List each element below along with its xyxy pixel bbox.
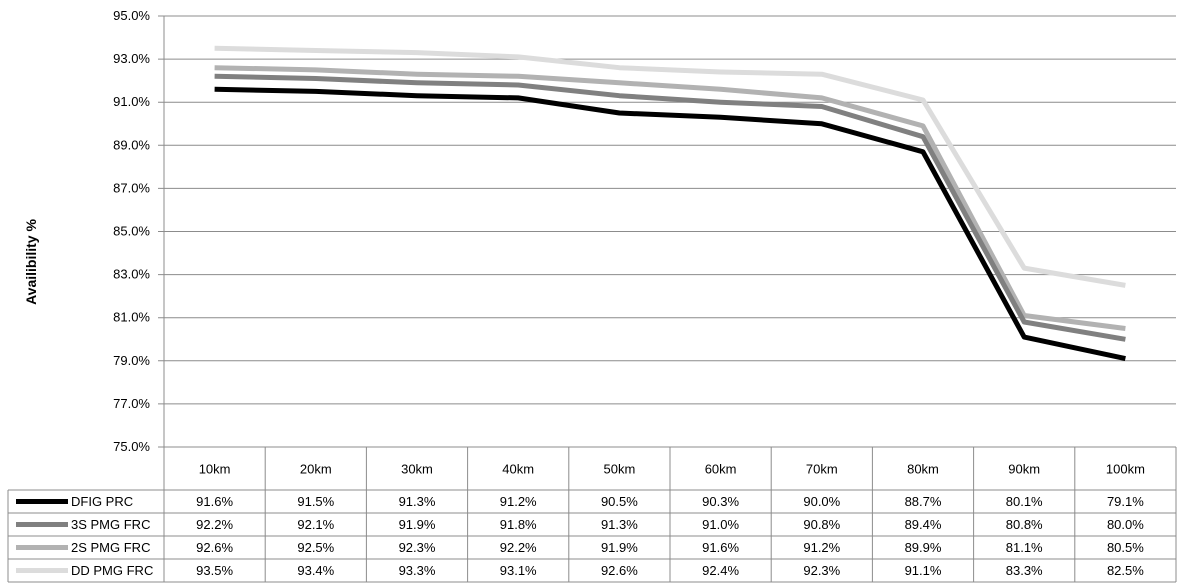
table-cell-value: 80.8% xyxy=(1006,517,1043,532)
x-category-label: 80km xyxy=(907,462,939,477)
y-axis-label: Availibility % xyxy=(23,219,39,305)
table-cell-value: 91.9% xyxy=(601,540,638,555)
table-cell-value: 83.3% xyxy=(1006,563,1043,578)
gridlines xyxy=(158,15,1176,448)
y-tick-label: 77.0% xyxy=(113,396,150,411)
table-cell-value: 88.7% xyxy=(905,494,942,509)
series-lines xyxy=(214,45,1126,362)
y-tick-label: 81.0% xyxy=(113,310,150,325)
table-cell-value: 91.2% xyxy=(803,540,840,555)
table-cell-value: 92.6% xyxy=(601,563,638,578)
table-cell-value: 91.1% xyxy=(905,563,942,578)
table-cell-value: 91.2% xyxy=(500,494,537,509)
table-cell-value: 90.5% xyxy=(601,494,638,509)
table-cell-value: 93.4% xyxy=(297,563,334,578)
table-cell-value: 91.3% xyxy=(601,517,638,532)
data-table: 10km 20km 30km 40km 50km 60km 70km 80km 90km 100k… xyxy=(7,446,1177,583)
table-cell-value: 91.5% xyxy=(297,494,334,509)
legend-entry: 2S PMG FRC xyxy=(71,540,150,555)
table-cell-value: 91.3% xyxy=(399,494,436,509)
y-tick-label: 75.0% xyxy=(113,439,150,454)
x-category-label: 20km xyxy=(300,462,332,477)
x-category-label: 10km xyxy=(199,462,231,477)
table-cell-value: 90.8% xyxy=(803,517,840,532)
table-cell-value: 89.4% xyxy=(905,517,942,532)
x-category-label: 50km xyxy=(604,462,636,477)
y-tick-label: 89.0% xyxy=(113,137,150,152)
table-cell-value: 92.2% xyxy=(196,517,233,532)
table-cell-value: 91.6% xyxy=(702,540,739,555)
y-axis-tick-labels: 75.0% 77.0% 79.0% 81.0% 83.0% 85.0% 87.0% 89.0%… xyxy=(113,8,150,454)
x-category-label: 30km xyxy=(401,462,433,477)
series-line-dd-pmg-frc xyxy=(214,45,1126,288)
legend-entry: DFIG PRC xyxy=(71,494,133,509)
table-cell-value: 92.6% xyxy=(196,540,233,555)
table-cell-value: 80.1% xyxy=(1006,494,1043,509)
table-cell-value: 92.1% xyxy=(297,517,334,532)
table-cell-value: 80.5% xyxy=(1107,540,1144,555)
table-cell-value: 92.4% xyxy=(702,563,739,578)
table-cell-value: 82.5% xyxy=(1107,563,1144,578)
series-line-3s-pmg-frc xyxy=(214,73,1126,342)
table-cell-value: 91.0% xyxy=(702,517,739,532)
y-tick-label: 83.0% xyxy=(113,267,150,282)
table-cell-value: 92.3% xyxy=(803,563,840,578)
table-cell-value: 93.5% xyxy=(196,563,233,578)
table-cell-value: 92.5% xyxy=(297,540,334,555)
table-cell-value: 81.1% xyxy=(1006,540,1043,555)
y-tick-label: 91.0% xyxy=(113,94,150,109)
y-tick-label: 93.0% xyxy=(113,51,150,66)
y-tick-label: 87.0% xyxy=(113,180,150,195)
x-category-label: 60km xyxy=(705,462,737,477)
x-category-label: 100km xyxy=(1106,462,1145,477)
table-cell-value: 90.0% xyxy=(803,494,840,509)
series-line-2s-pmg-frc xyxy=(214,65,1126,331)
y-tick-label: 79.0% xyxy=(113,353,150,368)
series-line-dfig-prc xyxy=(214,86,1126,362)
y-tick-label: 85.0% xyxy=(113,224,150,239)
table-cell-value: 91.8% xyxy=(500,517,537,532)
x-category-label: 70km xyxy=(806,462,838,477)
table-cell-value: 90.3% xyxy=(702,494,739,509)
x-category-label: 90km xyxy=(1008,462,1040,477)
table-cell-value: 89.9% xyxy=(905,540,942,555)
table-cell-value: 93.1% xyxy=(500,563,537,578)
table-cell-value: 79.1% xyxy=(1107,494,1144,509)
table-cell-value: 92.2% xyxy=(500,540,537,555)
y-tick-label: 95.0% xyxy=(113,8,150,23)
table-cell-value: 93.3% xyxy=(399,563,436,578)
legend-entry: DD PMG FRC xyxy=(71,563,153,578)
legend-entry: 3S PMG FRC xyxy=(71,517,150,532)
table-cell-value: 91.9% xyxy=(399,517,436,532)
x-category-label: 40km xyxy=(502,462,534,477)
table-cell-value: 92.3% xyxy=(399,540,436,555)
table-cell-value: 91.6% xyxy=(196,494,233,509)
table-cell-value: 80.0% xyxy=(1107,517,1144,532)
